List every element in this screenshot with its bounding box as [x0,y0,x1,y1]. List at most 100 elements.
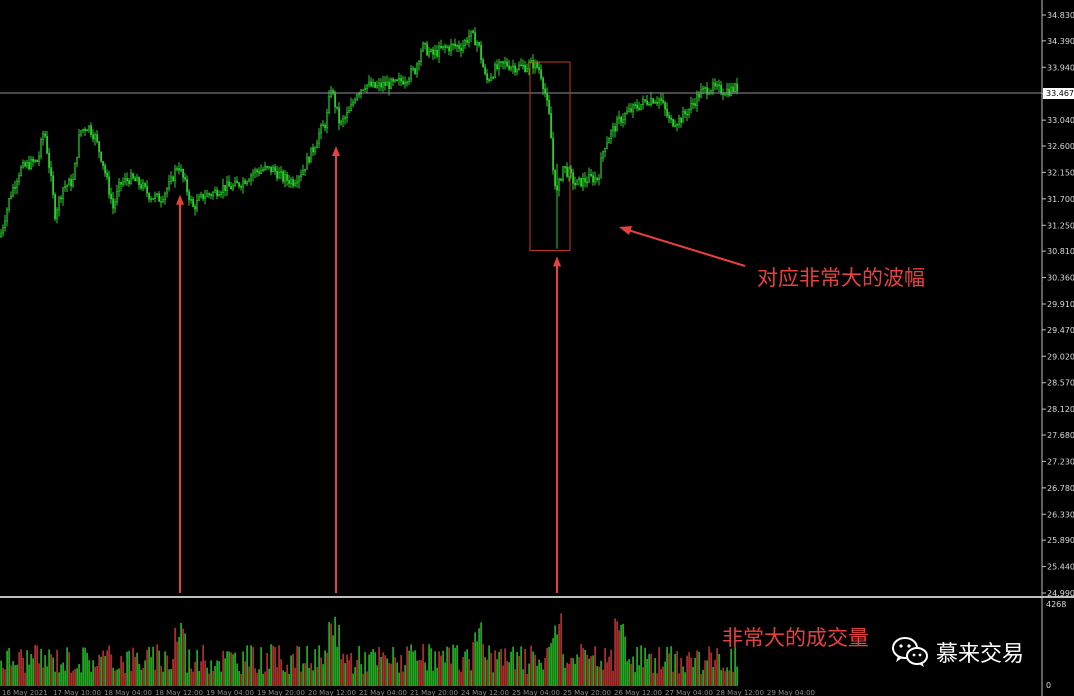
candle-body [522,64,525,67]
candle-body [670,117,673,120]
candle-body [170,176,173,182]
volume-bar [398,672,400,686]
volume-bar [276,667,278,686]
volume-bar [386,658,388,686]
candle-body [38,155,41,162]
candle-body [20,166,23,176]
candle-body [504,61,507,64]
volume-bar [292,653,294,686]
candle-body [358,93,361,96]
volume-bar [484,657,486,686]
candle-body [324,124,327,129]
price-tick-label: 33.940 [1047,63,1074,72]
volume-bar [456,645,458,686]
volume-bar [170,669,172,686]
volume-bar [200,661,202,686]
volume-bar [382,652,384,686]
volume-bar [472,642,474,686]
price-tick-label: 29.470 [1047,326,1074,335]
candle-body [586,181,589,184]
candle-body [74,163,77,180]
candle-body [520,64,523,67]
candle-body [130,173,133,184]
volume-bar [458,669,460,686]
candles-layer [0,27,739,249]
candle-body [178,168,181,171]
candle-body [396,79,399,82]
volume-bar [736,666,738,686]
candle-body [482,59,485,68]
volume-bar [446,646,448,686]
volume-bar [600,660,602,686]
candle-body [474,32,477,46]
volume-bar [540,662,542,686]
candle-body [166,188,169,194]
volume-bar [406,646,408,686]
volume-bar [146,649,148,686]
volume-bar [28,664,30,686]
candle-body [154,194,157,199]
candle-body [612,126,615,132]
volume-bar [396,662,398,686]
volume-bar [626,661,628,686]
volume-bar [114,670,116,686]
volume-bar [550,643,552,686]
volume-bar [4,669,6,686]
price-tick-label: 26.780 [1047,484,1074,493]
candle-body [380,82,383,88]
volume-bar [538,659,540,686]
candle-body [500,61,503,64]
candle-body [394,79,397,82]
volume-bar [450,663,452,686]
volume-bar [140,669,142,686]
volume-bar [2,667,4,686]
candle-body [690,103,693,110]
candle-body [678,117,681,125]
volume-bar [120,656,122,686]
volume-bar [578,657,580,686]
volume-bar [500,648,502,686]
volume-bar [478,628,480,686]
candle-body [602,151,605,159]
candle-body [120,182,123,185]
price-tick-label: 29.020 [1047,352,1074,361]
volume-bar [424,662,426,686]
price-tick-label: 30.360 [1047,274,1074,283]
volume-bar [700,673,702,686]
candle-body [292,179,295,186]
candle-body [152,198,155,200]
candle-body [40,139,43,157]
volume-bar [274,647,276,686]
volume-bar [62,662,64,686]
candle-body [286,174,289,181]
candle-body [306,157,309,170]
volume-bar [686,655,688,686]
volume-bar [668,653,670,686]
candle-body [674,125,677,128]
time-label: 19 May 04:00 [206,689,254,696]
volume-bar [108,645,110,686]
volume-bar [720,670,722,686]
arrows-layer [176,145,746,593]
volume-bar [706,660,708,686]
candle-body [332,90,335,93]
time-label: 20 May 12:00 [308,689,356,696]
volume-bar [648,654,650,686]
candle-body [32,158,35,162]
candle-body [142,183,145,189]
volume-bar [464,651,466,686]
candle-body [282,171,285,182]
price-tick-label: 25.440 [1047,563,1074,572]
time-label: 16 May 2021 [2,689,48,696]
candle-body [160,201,163,203]
candle-body [236,180,239,184]
candle-body [404,82,407,85]
volume-bar [100,656,102,686]
volume-bar [238,671,240,686]
candle-body [158,193,161,202]
candle-body [346,112,349,118]
volume-bar [734,647,736,686]
candle-body [240,185,243,188]
volume-bar [656,673,658,686]
candle-body [220,192,223,196]
